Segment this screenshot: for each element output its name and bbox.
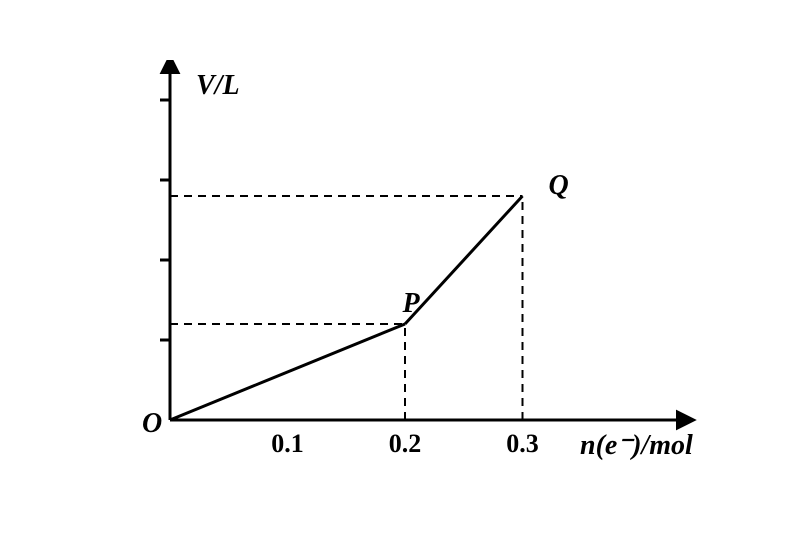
segment-p-q xyxy=(405,196,523,324)
x-tick-label: 0.1 xyxy=(271,429,304,458)
y-axis-label: V/L xyxy=(196,70,240,101)
chart-svg: 0.1 0.2 0.3 V/L n(e⁻)/mol O P Q xyxy=(80,60,720,490)
segment-o-p xyxy=(170,324,405,420)
point-label-p: P xyxy=(401,288,420,319)
x-tick-label: 0.2 xyxy=(389,429,422,458)
x-axis-label: n(e⁻)/mol xyxy=(580,430,693,461)
x-tick-label: 0.3 xyxy=(506,429,539,458)
electron-volume-chart: 0.1 0.2 0.3 V/L n(e⁻)/mol O P Q xyxy=(80,60,720,490)
point-label-q: Q xyxy=(549,170,569,201)
origin-label: O xyxy=(142,408,162,439)
